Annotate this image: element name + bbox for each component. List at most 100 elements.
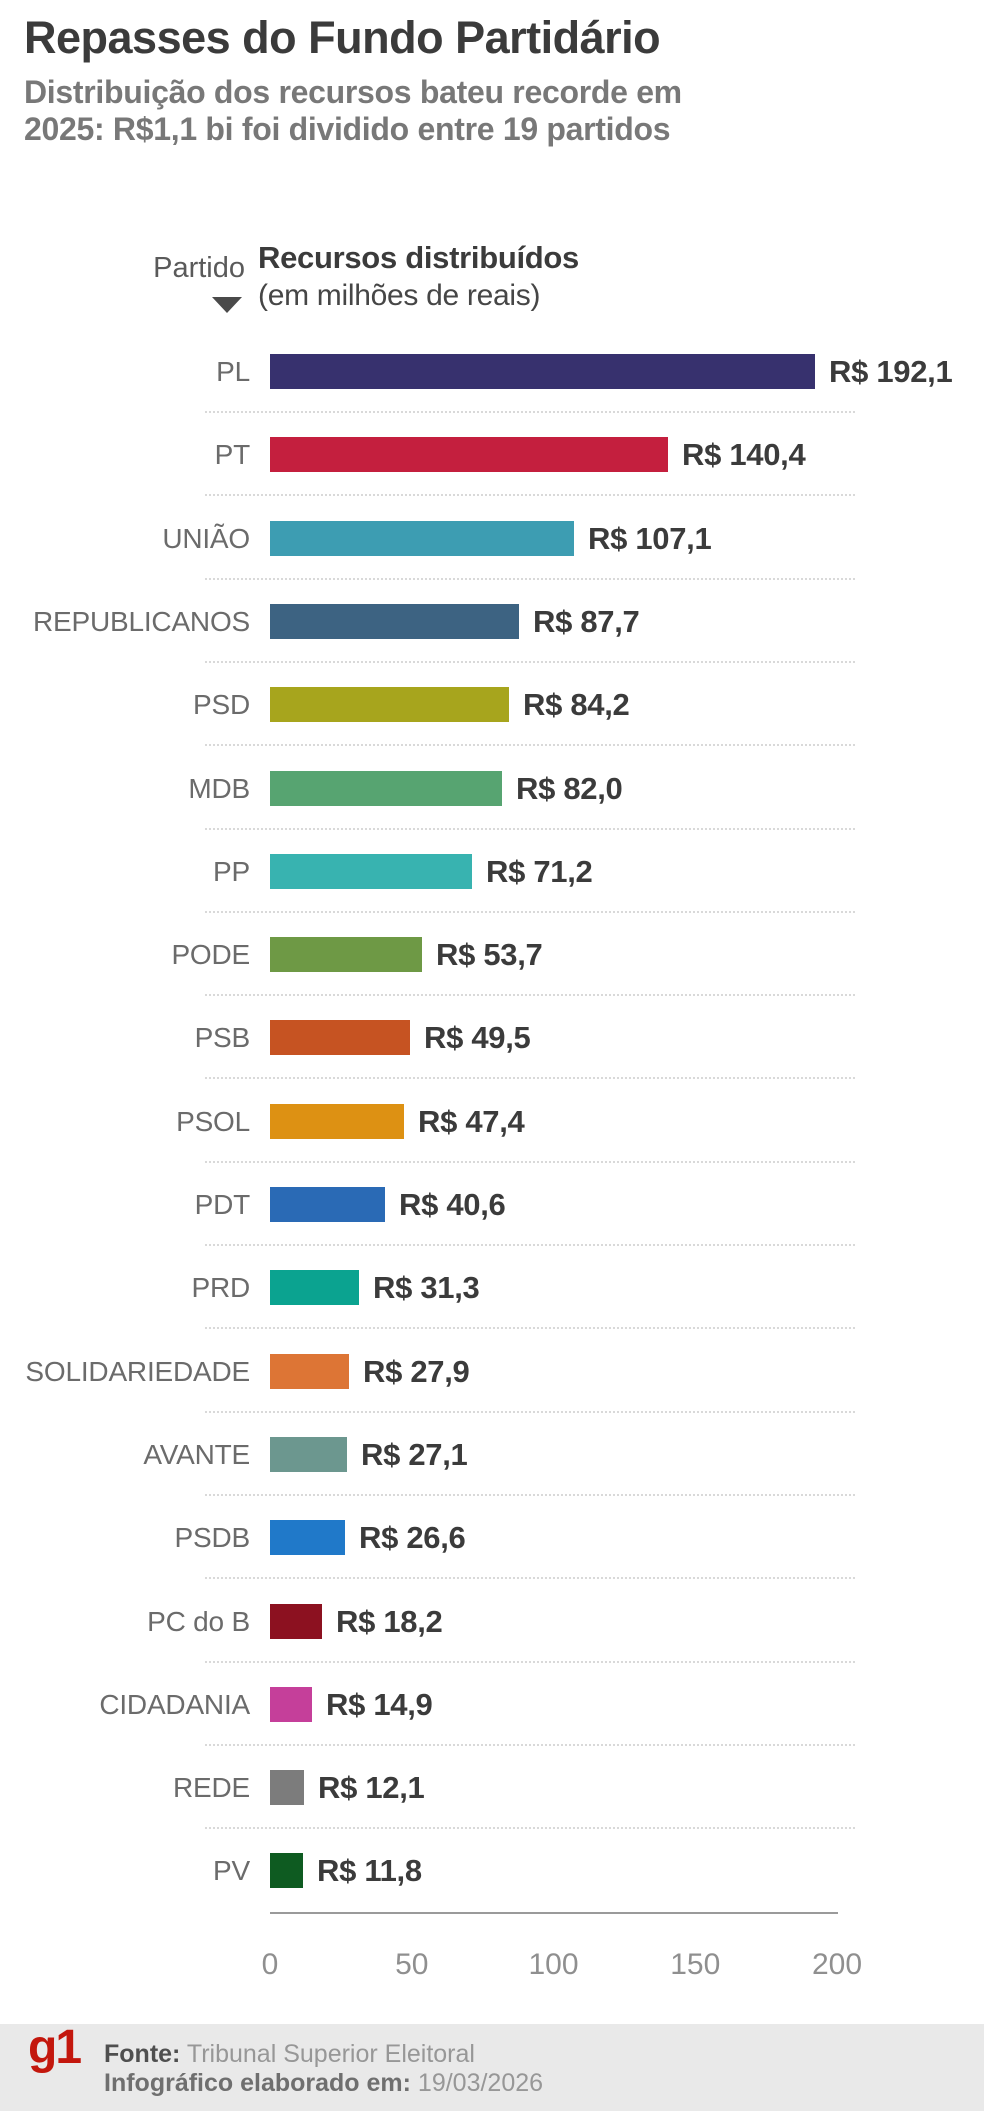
chart-row: PRD R$ 31,3	[0, 1270, 984, 1329]
party-label: AVANTE	[143, 1439, 250, 1470]
party-label: REDE	[173, 1772, 250, 1803]
sort-descending-icon	[212, 297, 242, 313]
chart-row: PT R$ 140,4	[0, 437, 984, 496]
row-separator	[205, 1161, 855, 1163]
chart-row: PSOL R$ 47,4	[0, 1104, 984, 1163]
page-title: Repasses do Fundo Partidário	[24, 12, 661, 63]
row-separator	[205, 1744, 855, 1746]
bar	[270, 354, 815, 389]
party-label: PDT	[194, 1189, 251, 1220]
chart-row: PC do B R$ 18,2	[0, 1604, 984, 1663]
bar	[270, 854, 472, 889]
value-label: R$ 71,2	[486, 854, 593, 889]
g1-logo: g1	[28, 2021, 82, 2074]
bar	[270, 1354, 349, 1389]
value-label: R$ 27,1	[361, 1437, 468, 1472]
column-header-party: Partido	[153, 252, 245, 284]
chart-row: PL R$ 192,1	[0, 354, 984, 413]
chart-row: PV R$ 11,8	[0, 1853, 984, 1888]
party-label: PSDB	[174, 1522, 251, 1553]
footer-text: Fonte: Tribunal Superior Eleitoral Infog…	[104, 2040, 543, 2098]
chart-row: AVANTE R$ 27,1	[0, 1437, 984, 1496]
x-axis-tick-label: 100	[528, 1948, 579, 1981]
bar	[270, 521, 574, 556]
x-axis-tick-label: 0	[261, 1948, 279, 1981]
value-label: R$ 18,2	[336, 1604, 443, 1639]
source-line: Fonte: Tribunal Superior Eleitoral	[104, 2040, 543, 2069]
chart-row: PSD R$ 84,2	[0, 687, 984, 746]
bar	[270, 1270, 359, 1305]
x-axis-tick-label: 50	[395, 1948, 429, 1981]
chart-row: UNIÃO R$ 107,1	[0, 521, 984, 580]
party-label: PSD	[193, 689, 250, 720]
date-line: Infográfico elaborado em: 19/03/2026	[104, 2069, 543, 2098]
party-label: PODE	[171, 939, 250, 970]
source-label: Fonte:	[104, 2040, 181, 2068]
chart-row: PODE R$ 53,7	[0, 937, 984, 996]
party-label: CIDADANIA	[99, 1689, 250, 1720]
bar	[270, 1020, 410, 1055]
bar	[270, 1104, 404, 1139]
bar	[270, 1520, 345, 1555]
x-axis-tick-label: 150	[670, 1948, 721, 1981]
party-label: SOLIDARIEDADE	[25, 1356, 250, 1387]
party-label: PRD	[191, 1272, 250, 1303]
value-label: R$ 47,4	[418, 1104, 525, 1139]
row-separator	[205, 1827, 855, 1829]
party-label: PL	[216, 356, 250, 387]
party-label: PSOL	[176, 1106, 250, 1137]
bar	[270, 1187, 385, 1222]
row-separator	[205, 661, 855, 663]
column-header-resources: Recursos distribuídos	[258, 240, 579, 275]
bar	[270, 1853, 303, 1888]
chart-row: PDT R$ 40,6	[0, 1187, 984, 1246]
row-separator	[205, 1494, 855, 1496]
source-value: Tribunal Superior Eleitoral	[180, 2040, 475, 2068]
row-separator	[205, 411, 855, 413]
party-label: UNIÃO	[162, 523, 250, 554]
row-separator	[205, 1411, 855, 1413]
row-separator	[205, 494, 855, 496]
page-subtitle: Distribuição dos recursos bateu recorde …	[24, 74, 969, 148]
x-axis-tick-label: 200	[811, 1948, 863, 1981]
footer: g1 Fonte: Tribunal Superior Eleitoral In…	[0, 2021, 984, 2111]
bar	[270, 1604, 322, 1639]
subtitle-line-2: 2025: R$1,1 bi foi dividido entre 19 par…	[24, 111, 671, 147]
chart-row: MDB R$ 82,0	[0, 771, 984, 830]
row-separator	[205, 911, 855, 913]
value-label: R$ 27,9	[363, 1354, 470, 1389]
date-label: Infográfico elaborado em:	[104, 2069, 411, 2097]
value-label: R$ 82,0	[516, 771, 623, 806]
date-value: 19/03/2026	[410, 2069, 544, 2097]
value-label: R$ 140,4	[682, 437, 806, 472]
x-axis-line	[270, 1912, 838, 1914]
subtitle-line-1: Distribuição dos recursos bateu recorde …	[24, 74, 682, 110]
chart-row: CIDADANIA R$ 14,9	[0, 1687, 984, 1746]
value-label: R$ 12,1	[318, 1770, 425, 1805]
bar	[270, 1770, 304, 1805]
bar-chart: PL R$ 192,1 PT R$ 140,4 UNIÃO R$ 107,1 REPUBLI…	[0, 354, 984, 1888]
value-label: R$ 31,3	[373, 1270, 480, 1305]
chart-row: PP R$ 71,2	[0, 854, 984, 913]
column-header-resources-unit: (em milhões de reais)	[258, 279, 541, 312]
bar	[270, 437, 668, 472]
value-label: R$ 192,1	[829, 354, 953, 389]
chart-row: PSDB R$ 26,6	[0, 1520, 984, 1579]
row-separator	[205, 828, 855, 830]
value-label: R$ 107,1	[588, 521, 712, 556]
value-label: R$ 84,2	[523, 687, 630, 722]
bar	[270, 687, 509, 722]
row-separator	[205, 1327, 855, 1329]
value-label: R$ 40,6	[399, 1187, 506, 1222]
bar	[270, 1437, 347, 1472]
value-label: R$ 87,7	[533, 604, 640, 639]
row-separator	[205, 1077, 855, 1079]
value-label: R$ 49,5	[424, 1020, 531, 1055]
bar	[270, 1687, 312, 1722]
row-separator	[205, 1244, 855, 1246]
chart-row: SOLIDARIEDADE R$ 27,9	[0, 1354, 984, 1413]
row-separator	[205, 578, 855, 580]
party-label: PC do B	[147, 1606, 250, 1637]
party-label: PP	[213, 856, 250, 887]
